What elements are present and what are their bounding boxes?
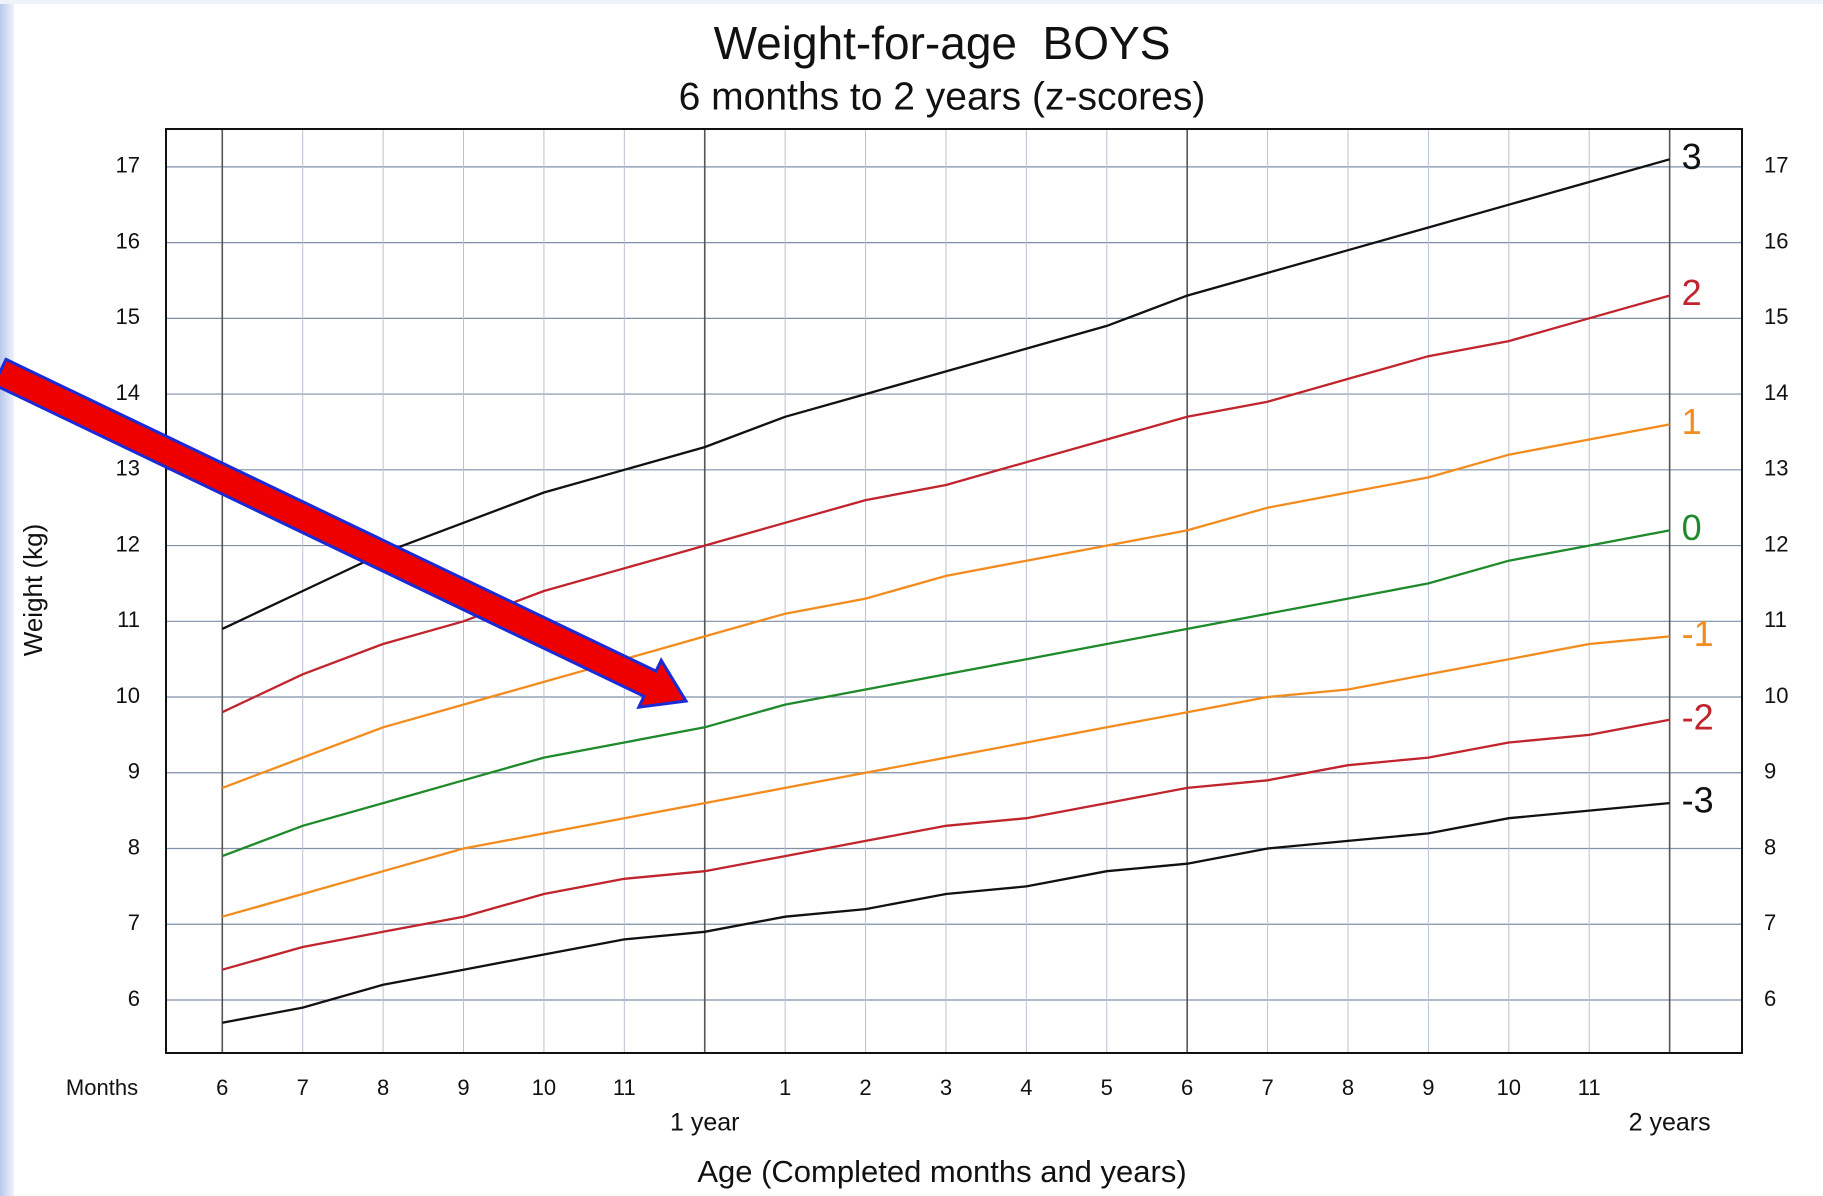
x-tick-label: 8 bbox=[377, 1075, 389, 1100]
series-label: -3 bbox=[1682, 780, 1714, 821]
x-tick-label: 10 bbox=[532, 1075, 556, 1100]
chart-title: Weight-for-age BOYS bbox=[714, 17, 1171, 69]
series-line bbox=[221, 529, 1670, 858]
series-label: 0 bbox=[1682, 507, 1702, 548]
x-tick-label: 9 bbox=[457, 1075, 469, 1100]
series-line bbox=[221, 718, 1670, 971]
x-tick-label: 1 bbox=[779, 1075, 791, 1100]
y-tick-label: 15 bbox=[116, 304, 140, 329]
x-axis-label: Age (Completed months and years) bbox=[697, 1154, 1186, 1189]
y-tick-label-right: 17 bbox=[1764, 153, 1788, 178]
y-tick-label: 7 bbox=[128, 910, 140, 935]
x-tick-label: 8 bbox=[1342, 1075, 1354, 1100]
y-tick-label-right: 6 bbox=[1764, 986, 1776, 1011]
y-tick-label: 10 bbox=[116, 683, 140, 708]
x-tick-label: 10 bbox=[1497, 1075, 1521, 1100]
y-tick-label: 17 bbox=[116, 153, 140, 178]
y-tick-label-right: 13 bbox=[1764, 456, 1788, 481]
series-label: -1 bbox=[1682, 613, 1714, 654]
year-tick-label: 2 years bbox=[1629, 1109, 1711, 1137]
y-tick-label: 14 bbox=[116, 380, 140, 405]
series-line bbox=[222, 801, 1670, 1024]
y-tick-label: 13 bbox=[116, 456, 140, 481]
y-tick-label: 12 bbox=[116, 531, 140, 556]
series-line bbox=[221, 158, 1670, 630]
series-label: 2 bbox=[1682, 272, 1702, 313]
x-tick-label: 5 bbox=[1101, 1075, 1113, 1100]
y-tick-label: 9 bbox=[128, 759, 140, 784]
x-tick-label: 6 bbox=[216, 1075, 228, 1100]
x-tick-label: 6 bbox=[1181, 1075, 1193, 1100]
y-tick-label-right: 10 bbox=[1764, 683, 1788, 708]
x-unit-label: Months bbox=[66, 1075, 138, 1100]
x-tick-label: 2 bbox=[859, 1075, 871, 1100]
y-tick-label: 11 bbox=[117, 607, 140, 632]
y-tick-label-right: 16 bbox=[1764, 228, 1788, 253]
x-tick-label: 7 bbox=[297, 1075, 309, 1100]
series-label: 1 bbox=[1682, 401, 1702, 442]
plot-background bbox=[166, 129, 1742, 1053]
y-tick-label-right: 9 bbox=[1764, 759, 1776, 784]
y-tick-label: 8 bbox=[128, 834, 140, 859]
y-tick-label-right: 11 bbox=[1764, 607, 1787, 632]
series-line bbox=[221, 635, 1670, 918]
edge-strip bbox=[0, 0, 14, 1196]
series-label: -2 bbox=[1682, 696, 1714, 737]
x-tick-label: 4 bbox=[1020, 1075, 1032, 1100]
plot-frame bbox=[165, 128, 1743, 1054]
series-line bbox=[221, 423, 1670, 789]
y-tick-label-right: 12 bbox=[1764, 531, 1788, 556]
series-line bbox=[221, 294, 1670, 714]
top-strip bbox=[0, 0, 1823, 4]
y-tick-label-right: 8 bbox=[1764, 834, 1776, 859]
plot: 3 2 1 0 -1 -2 -3 bbox=[165, 128, 1743, 1054]
x-tick-label: 3 bbox=[940, 1075, 952, 1100]
y-tick-label-right: 7 bbox=[1764, 910, 1776, 935]
y-tick-label-right: 15 bbox=[1764, 304, 1788, 329]
y-tick-label-right: 14 bbox=[1764, 380, 1788, 405]
series-label: 3 bbox=[1682, 136, 1702, 177]
chart-subtitle: 6 months to 2 years (z-scores) bbox=[679, 75, 1206, 118]
x-tick-label: 7 bbox=[1261, 1075, 1273, 1100]
y-axis-label: Weight (kg) bbox=[18, 524, 48, 656]
year-tick-label: 1 year bbox=[670, 1109, 739, 1137]
pointer-arrow bbox=[0, 357, 689, 709]
x-tick-label: 11 bbox=[613, 1075, 636, 1100]
x-tick-label: 9 bbox=[1422, 1075, 1434, 1100]
x-tick-label: 11 bbox=[1578, 1075, 1601, 1100]
y-tick-label: 6 bbox=[128, 986, 140, 1011]
y-tick-label: 16 bbox=[116, 228, 140, 253]
